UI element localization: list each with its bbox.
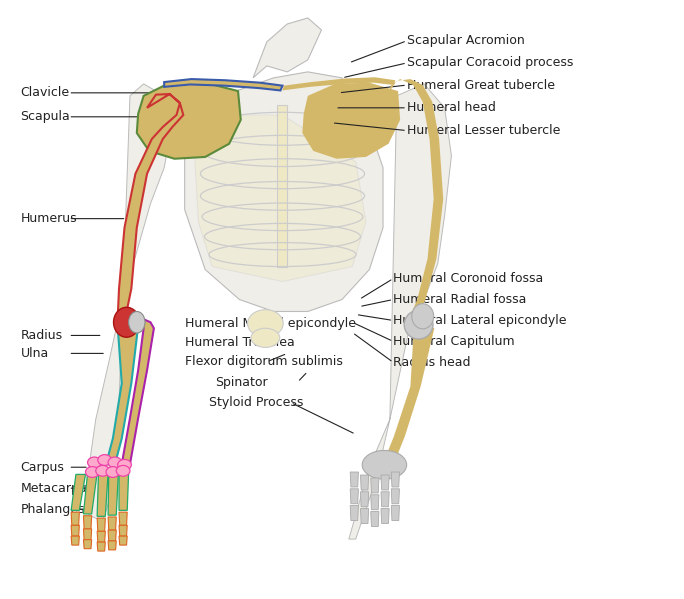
- Polygon shape: [350, 489, 358, 504]
- Text: Humeral Trochlea: Humeral Trochlea: [185, 336, 294, 349]
- Ellipse shape: [116, 465, 130, 476]
- Polygon shape: [195, 115, 366, 282]
- Polygon shape: [106, 321, 138, 464]
- Polygon shape: [108, 473, 118, 515]
- Polygon shape: [108, 541, 116, 550]
- Polygon shape: [381, 492, 389, 507]
- Polygon shape: [185, 72, 383, 311]
- Polygon shape: [71, 474, 86, 510]
- Polygon shape: [391, 506, 399, 521]
- Text: Clavicle: Clavicle: [21, 86, 70, 99]
- Text: Humeral Coronoid fossa: Humeral Coronoid fossa: [393, 272, 544, 285]
- Ellipse shape: [251, 328, 280, 347]
- Polygon shape: [71, 536, 79, 545]
- Ellipse shape: [248, 310, 283, 337]
- Polygon shape: [360, 509, 369, 524]
- Polygon shape: [108, 517, 116, 530]
- Ellipse shape: [129, 311, 145, 333]
- Polygon shape: [137, 83, 241, 159]
- Polygon shape: [97, 531, 105, 542]
- Text: Humeral Radial fossa: Humeral Radial fossa: [393, 293, 527, 306]
- Text: Phalanges: Phalanges: [21, 503, 85, 516]
- Text: Radius head: Radius head: [393, 356, 471, 369]
- Text: Scapular Acromion: Scapular Acromion: [407, 34, 525, 47]
- Polygon shape: [389, 79, 443, 322]
- Polygon shape: [119, 525, 127, 536]
- Text: Humeral Great tubercle: Humeral Great tubercle: [407, 78, 555, 92]
- Text: Humeral Lateral epicondyle: Humeral Lateral epicondyle: [393, 314, 567, 327]
- Polygon shape: [391, 472, 399, 487]
- Polygon shape: [302, 83, 400, 159]
- Polygon shape: [122, 319, 154, 464]
- Ellipse shape: [98, 455, 111, 465]
- Polygon shape: [83, 540, 92, 549]
- Ellipse shape: [118, 459, 131, 470]
- Polygon shape: [371, 495, 379, 510]
- Polygon shape: [277, 105, 287, 267]
- Text: Scapula: Scapula: [21, 110, 70, 123]
- Polygon shape: [71, 512, 79, 525]
- Polygon shape: [391, 489, 399, 504]
- Text: Ulna: Ulna: [21, 347, 49, 360]
- Polygon shape: [97, 518, 105, 531]
- Text: Humerus: Humerus: [21, 212, 77, 225]
- Polygon shape: [360, 475, 369, 490]
- Polygon shape: [89, 84, 171, 521]
- Ellipse shape: [363, 450, 406, 479]
- Text: Humeral Capitulum: Humeral Capitulum: [393, 335, 515, 348]
- Polygon shape: [83, 516, 92, 529]
- Text: Styloid Process: Styloid Process: [209, 396, 303, 409]
- Polygon shape: [119, 473, 129, 510]
- Text: Flexor digitorum sublimis: Flexor digitorum sublimis: [185, 355, 343, 368]
- Polygon shape: [381, 475, 389, 490]
- Text: Humeral Medial epicondyle: Humeral Medial epicondyle: [185, 317, 356, 330]
- Polygon shape: [119, 536, 127, 545]
- Polygon shape: [381, 509, 389, 524]
- Polygon shape: [83, 529, 92, 540]
- Text: Metacarpus: Metacarpus: [21, 482, 94, 495]
- Polygon shape: [164, 79, 282, 90]
- Polygon shape: [384, 325, 434, 460]
- Text: Scapular Coracoid process: Scapular Coracoid process: [407, 56, 573, 69]
- Text: Spinator: Spinator: [215, 376, 268, 389]
- Polygon shape: [350, 472, 358, 487]
- Polygon shape: [83, 473, 97, 514]
- Polygon shape: [118, 94, 183, 319]
- Polygon shape: [97, 542, 105, 551]
- Text: Radius: Radius: [21, 329, 63, 342]
- Polygon shape: [349, 84, 451, 539]
- Ellipse shape: [96, 465, 109, 476]
- Ellipse shape: [412, 304, 434, 329]
- Ellipse shape: [86, 467, 99, 477]
- Polygon shape: [350, 506, 358, 521]
- Ellipse shape: [88, 457, 101, 468]
- Polygon shape: [119, 512, 127, 525]
- Polygon shape: [253, 18, 321, 78]
- Text: Carpus: Carpus: [21, 461, 64, 474]
- Ellipse shape: [106, 467, 120, 477]
- Polygon shape: [282, 77, 395, 90]
- Polygon shape: [371, 512, 379, 527]
- Ellipse shape: [108, 457, 122, 468]
- Polygon shape: [108, 530, 116, 541]
- Text: Humeral Lesser tubercle: Humeral Lesser tubercle: [407, 124, 560, 137]
- Polygon shape: [360, 492, 369, 507]
- Ellipse shape: [114, 307, 140, 337]
- Polygon shape: [71, 525, 79, 536]
- Polygon shape: [97, 473, 108, 516]
- Ellipse shape: [404, 310, 433, 339]
- Polygon shape: [371, 478, 379, 493]
- Text: Humeral head: Humeral head: [407, 101, 496, 114]
